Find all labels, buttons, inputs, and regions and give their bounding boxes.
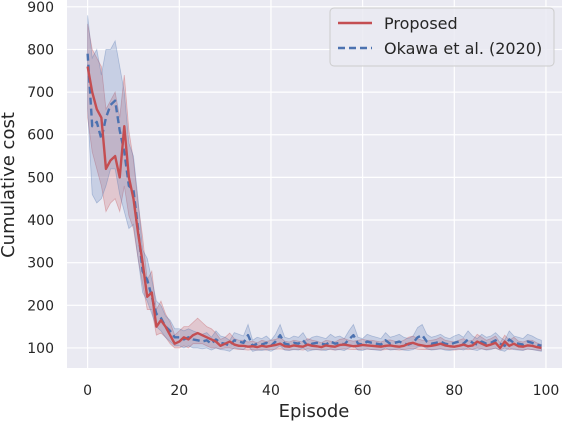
y-tick-label: 700 [27,85,54,101]
y-tick-label: 900 [27,0,54,16]
y-axis-ticks: 100 200 300 400 500 600 700 800 900 [27,0,54,357]
y-tick-label: 500 [27,170,54,186]
y-axis-label: Cumulative cost [0,112,19,258]
x-axis-ticks: 0 20 40 60 80 100 [83,383,559,399]
x-tick-label: 0 [83,383,92,399]
x-tick-label: 100 [533,383,560,399]
series-line-proposed [86,66,542,350]
x-tick-label: 20 [170,383,188,399]
confidence-band-okawa [87,15,542,352]
confidence-bands [87,15,542,352]
y-tick-label: 200 [27,298,54,314]
x-tick-label: 40 [262,383,280,399]
legend-label-proposed: Proposed [384,14,458,33]
legend-label-okawa: Okawa et al. (2020) [384,39,542,58]
confidence-band-proposed [87,23,542,351]
x-tick-label: 80 [445,383,463,399]
y-tick-label: 400 [27,213,54,229]
x-tick-label: 60 [354,383,372,399]
x-axis-label: Episode [279,401,350,422]
y-tick-label: 600 [27,128,54,144]
grid [67,0,562,368]
legend-box [329,7,555,67]
series-lines [86,53,542,350]
legend: Proposed Okawa et al. (2020) [329,7,555,67]
y-tick-label: 100 [27,341,54,357]
y-tick-label: 300 [27,256,54,272]
y-tick-label: 800 [27,42,54,58]
